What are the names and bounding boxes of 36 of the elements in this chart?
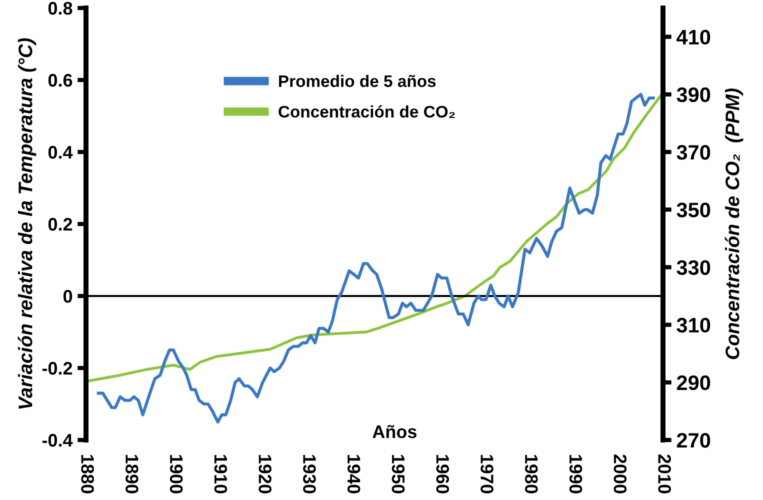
- line-series: [86, 93, 663, 382]
- y-tick-label: 0.8: [48, 2, 72, 15]
- legend-label: Promedio de 5 años: [279, 74, 436, 88]
- y-tick-label: 0: [63, 290, 72, 303]
- y2-tick-label: 310: [676, 318, 710, 333]
- y2-tick-label: 350: [676, 202, 710, 218]
- y2-tick-label: 390: [676, 87, 710, 102]
- line-series: [96, 92, 655, 424]
- x-tick-label: 1950: [392, 455, 405, 494]
- y2-tick-label: 330: [676, 260, 710, 275]
- x-tick-label: 1880: [81, 455, 94, 494]
- x-tick-label: 1920: [258, 455, 272, 494]
- x-tick-label: 2010: [658, 454, 671, 494]
- x-tick-label: 1960: [436, 455, 450, 494]
- x-tick-label: 1910: [214, 455, 228, 494]
- x-axis-title: Años: [372, 424, 417, 438]
- y2-tick-label: 270: [676, 433, 710, 448]
- legend-label: Concentración de CO₂: [278, 105, 455, 118]
- x-tick-label: 1970: [480, 455, 494, 494]
- x-tick-label: 1930: [303, 455, 316, 494]
- y-tick-label: -0.4: [42, 434, 73, 447]
- x-tick-label: 1940: [347, 455, 360, 494]
- y-tick-label: 0.6: [48, 74, 72, 87]
- x-tick-label: 1900: [170, 455, 183, 494]
- y-tick-label: -0.2: [42, 362, 72, 375]
- y2-axis-title: Concentración de CO₂ (PPM): [724, 88, 744, 360]
- y2-tick-label: 290: [676, 375, 710, 390]
- y-tick-label: 0.2: [48, 218, 72, 231]
- x-tick-label: 1990: [569, 455, 582, 494]
- x-tick-label: 1980: [525, 455, 538, 494]
- y2-tick-label: 410: [676, 30, 710, 45]
- y-axis-title: Variación relativa de la Temperatura (°C): [18, 38, 36, 409]
- x-tick-label: 1890: [126, 455, 138, 494]
- x-tick-label: 2000: [614, 454, 627, 494]
- y2-tick-label: 370: [676, 145, 710, 160]
- y-tick-label: 0.4: [48, 146, 73, 159]
